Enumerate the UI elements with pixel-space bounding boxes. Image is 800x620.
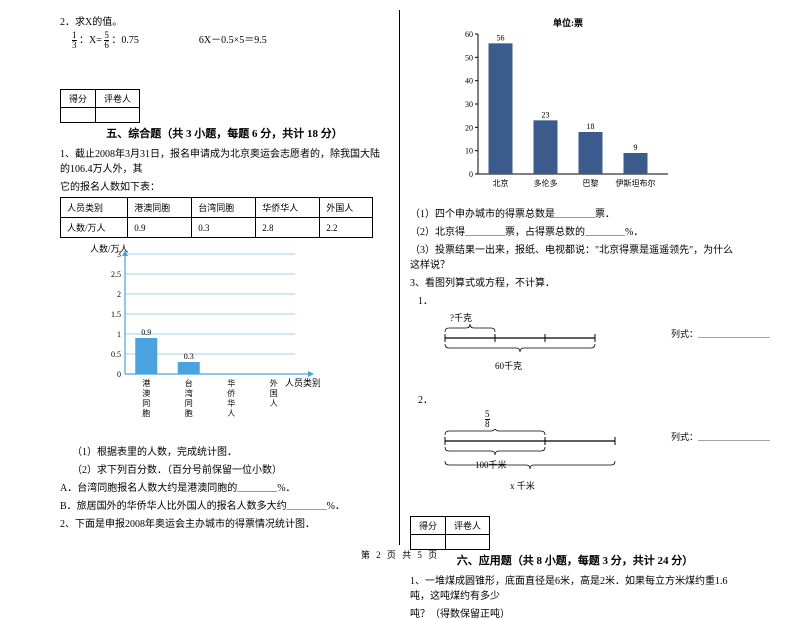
- svg-text:40: 40: [465, 77, 473, 86]
- sub1: （1）根据表里的人数，完成统计图．: [60, 443, 389, 458]
- r-q3: 3、看图列算式或方程，不计算．: [410, 274, 740, 289]
- section-5-title: 五、综合题（共 3 小题，每题 6 分，共计 18 分）: [60, 125, 389, 141]
- d2-answer-label: 列式：＿＿＿＿＿＿＿＿: [671, 430, 770, 443]
- svg-text:湾: 湾: [185, 388, 193, 398]
- score-table-left: 得分评卷人: [60, 89, 140, 123]
- svg-text:同: 同: [185, 399, 193, 408]
- d2-frac: 58: [440, 410, 740, 429]
- q6-1b: 吨？（得数保留正吨）: [410, 605, 740, 620]
- q6-1a: 1、一堆煤成圆锥形，底面直径是6米，高是2米．如果每立方米煤约重1.6吨，这吨煤…: [410, 572, 740, 602]
- svg-text:20: 20: [465, 123, 473, 132]
- diagram-1: ?千克 60千克 列式：＿＿＿＿＿＿＿＿: [410, 311, 740, 372]
- q2-title: 2．求X的值。: [60, 13, 389, 28]
- svg-text:单位:票: 单位:票: [553, 17, 583, 28]
- left-column: 2．求X的值。 13 ：X= 56 ：0.75 6X－0.5×5＝9.5 得分评…: [50, 10, 400, 545]
- d1-top-label: ?千克: [440, 311, 740, 324]
- svg-text:港: 港: [142, 378, 150, 388]
- svg-text:23: 23: [542, 110, 550, 119]
- svg-text:0.9: 0.9: [141, 328, 151, 337]
- q2-eq-row: 13 ：X= 56 ：0.75 6X－0.5×5＝9.5: [60, 31, 389, 50]
- svg-text:胞: 胞: [185, 408, 193, 418]
- svg-text:多伦多: 多伦多: [534, 178, 558, 188]
- svg-text:北京: 北京: [493, 178, 509, 188]
- svg-text:0.5: 0.5: [111, 350, 121, 359]
- svg-text:华: 华: [227, 378, 235, 388]
- svg-text:国: 国: [270, 389, 278, 398]
- svg-text:外: 外: [270, 378, 278, 388]
- subB: B．旅居国外的华侨华人比外国人的报名人数多大约＿＿＿＿%．: [60, 497, 389, 512]
- svg-text:华: 华: [227, 398, 235, 408]
- page-footer: 第 2 页 共 5 页: [0, 548, 800, 561]
- diagram-2: 58 100千米 x 千米 列式：＿＿＿＿＿＿＿＿: [410, 410, 740, 492]
- diagram-2-num: 2．: [410, 391, 740, 406]
- svg-text:1: 1: [117, 330, 121, 339]
- svg-text:人员类别: 人员类别: [285, 377, 320, 388]
- score-table-right: 得分评卷人: [410, 516, 490, 550]
- svg-text:同: 同: [142, 399, 150, 408]
- q1-text-b: 它的报名人数如下表：: [60, 178, 389, 193]
- right-bar-chart: 单位:票 0 10 20 30 40 50 60 56 北京 23 多伦多 18 巴黎 9 伊斯坦布尔: [450, 16, 740, 199]
- left-bar-chart: 人数/万人00.511.522.530.9港澳同胞0.3台湾同胞华侨华人外国人人…: [90, 244, 389, 437]
- subA: A．台湾同胞报名人数大约是港澳同胞的＿＿＿＿%．: [60, 479, 389, 494]
- diagram-1-num: 1．: [410, 292, 740, 307]
- q2b: 2、下面是申报2008年奥运会主办城市的得票情况统计图．: [60, 515, 389, 530]
- svg-text:澳: 澳: [142, 388, 150, 398]
- svg-text:1.5: 1.5: [111, 310, 121, 319]
- data-table: 人员类别港澳同胞台湾同胞华侨华人外国人 人数/万人0.90.32.82.2: [60, 197, 373, 238]
- svg-text:伊斯坦布尔: 伊斯坦布尔: [616, 178, 656, 188]
- svg-text:人: 人: [270, 399, 278, 408]
- svg-text:9: 9: [634, 143, 638, 152]
- svg-text:2: 2: [117, 290, 121, 299]
- svg-text:30: 30: [465, 100, 473, 109]
- right-column: 单位:票 0 10 20 30 40 50 60 56 北京 23 多伦多 18 巴黎 9 伊斯坦布尔 （1）…: [400, 10, 750, 545]
- svg-text:台: 台: [185, 378, 193, 388]
- svg-text:0: 0: [117, 370, 121, 379]
- svg-text:0.3: 0.3: [184, 352, 194, 361]
- svg-text:2.5: 2.5: [111, 270, 121, 279]
- d2-bottom-label: x 千米: [440, 479, 740, 492]
- r-s3: （3）投票结果一出来，报纸、电视都说："北京得票是遥遥领先"，为什么这样说？: [410, 241, 740, 271]
- svg-text:56: 56: [497, 33, 505, 42]
- eq1: 13 ：X= 56 ：0.75: [72, 31, 139, 50]
- svg-text:50: 50: [465, 53, 473, 62]
- svg-text:10: 10: [465, 147, 473, 156]
- r-s1: （1）四个申办城市的得票总数是＿＿＿＿票．: [410, 205, 740, 220]
- r-s2: （2）北京得＿＿＿＿票，占得票总数的＿＿＿＿%．: [410, 223, 740, 238]
- d1-answer-label: 列式：＿＿＿＿＿＿＿＿: [671, 327, 770, 340]
- svg-text:0: 0: [469, 170, 473, 179]
- svg-text:人数/万人: 人数/万人: [90, 244, 129, 254]
- q1-text-a: 1、截止2008年3月31日，报名申请成为北京奥运会志愿者的，除我国大陆的106…: [60, 145, 389, 175]
- svg-text:人: 人: [227, 409, 235, 418]
- eq2: 6X－0.5×5＝9.5: [199, 31, 267, 50]
- svg-text:胞: 胞: [142, 408, 150, 418]
- svg-text:巴黎: 巴黎: [583, 178, 599, 188]
- svg-text:侨: 侨: [227, 388, 235, 398]
- svg-text:18: 18: [587, 122, 595, 131]
- sub2: （2）求下列百分数．（百分号前保留一位小数）: [60, 461, 389, 476]
- svg-text:60: 60: [465, 30, 473, 39]
- svg-text:3: 3: [117, 250, 121, 259]
